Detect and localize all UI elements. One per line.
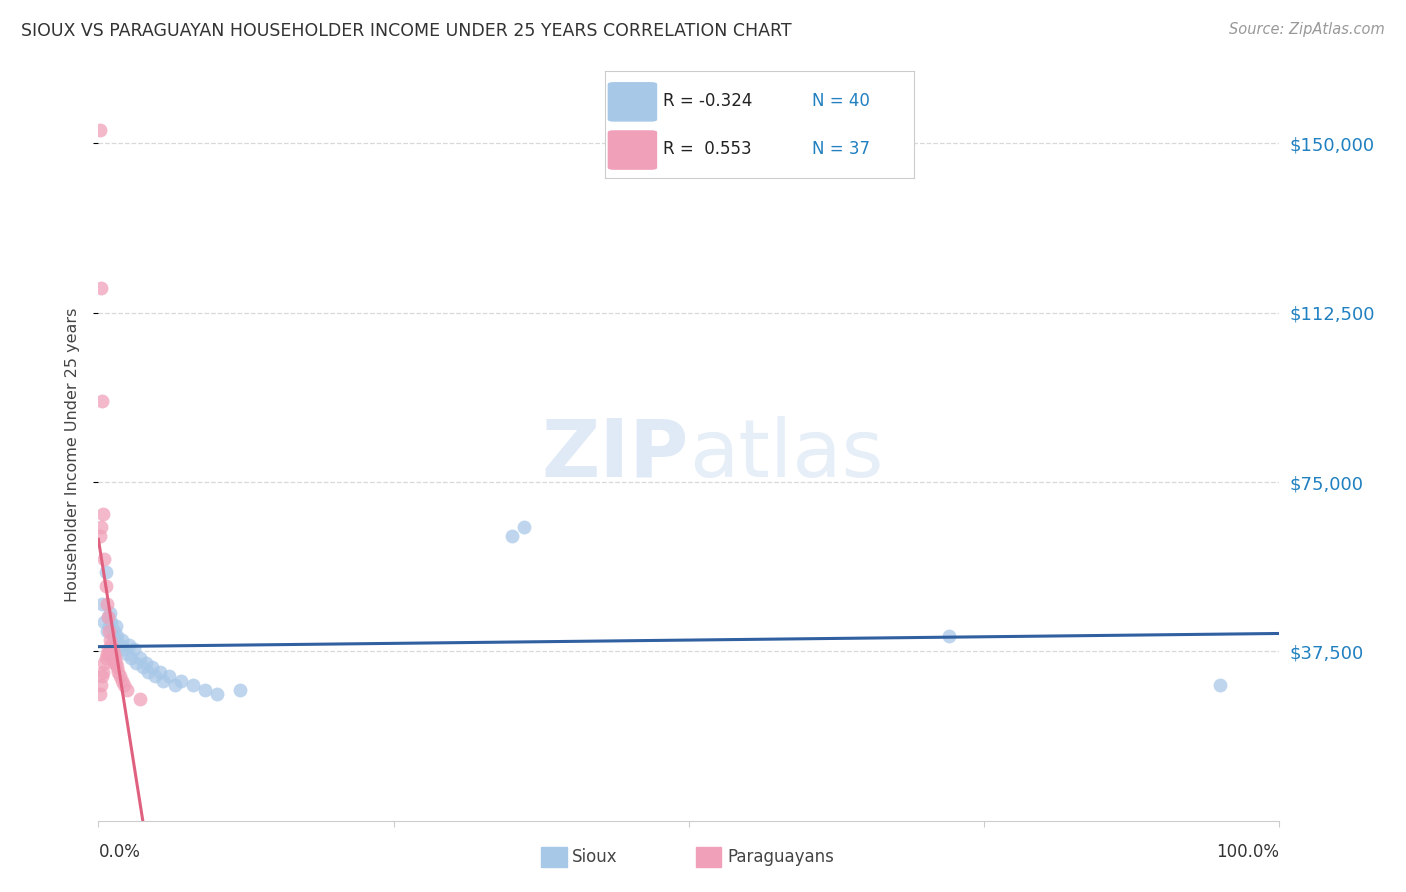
Point bbox=[98, 624, 121, 638]
Point bbox=[90, 281, 112, 295]
Point bbox=[97, 610, 120, 624]
Point bbox=[98, 633, 121, 648]
Text: Paraguayans: Paraguayans bbox=[727, 848, 834, 866]
Point bbox=[108, 638, 131, 652]
Point bbox=[104, 633, 127, 648]
Point bbox=[165, 678, 187, 692]
Text: Source: ZipAtlas.com: Source: ZipAtlas.com bbox=[1229, 22, 1385, 37]
Point bbox=[103, 624, 125, 638]
Text: 100.0%: 100.0% bbox=[1216, 843, 1279, 861]
Point bbox=[103, 656, 125, 670]
Point bbox=[91, 665, 114, 679]
Point bbox=[141, 660, 163, 674]
Point bbox=[98, 619, 121, 633]
Point bbox=[93, 615, 115, 629]
Point bbox=[1209, 678, 1232, 692]
Point bbox=[97, 642, 120, 657]
Point bbox=[170, 673, 193, 688]
Point bbox=[125, 656, 148, 670]
Point bbox=[107, 665, 129, 679]
Point bbox=[118, 638, 141, 652]
Point bbox=[121, 651, 143, 665]
Point bbox=[93, 551, 115, 566]
Point bbox=[100, 615, 122, 629]
Point bbox=[149, 665, 172, 679]
Point bbox=[205, 687, 228, 701]
Point bbox=[112, 642, 135, 657]
Point bbox=[98, 647, 121, 661]
Text: N = 37: N = 37 bbox=[811, 141, 870, 159]
Point bbox=[111, 673, 134, 688]
Point bbox=[90, 520, 112, 534]
FancyBboxPatch shape bbox=[607, 130, 657, 169]
Point bbox=[91, 393, 114, 408]
Text: R =  0.553: R = 0.553 bbox=[664, 141, 752, 159]
Point bbox=[135, 656, 157, 670]
Point bbox=[181, 678, 204, 692]
Point bbox=[105, 628, 128, 642]
Point bbox=[229, 682, 252, 697]
Point bbox=[122, 642, 145, 657]
Point bbox=[101, 628, 124, 642]
Point bbox=[105, 660, 128, 674]
Point bbox=[157, 669, 180, 683]
Y-axis label: Householder Income Under 25 years: Householder Income Under 25 years bbox=[65, 308, 80, 602]
Point bbox=[128, 651, 150, 665]
Point bbox=[115, 647, 138, 661]
Point bbox=[94, 651, 117, 665]
Point bbox=[101, 642, 124, 657]
Point bbox=[98, 606, 121, 620]
Text: N = 40: N = 40 bbox=[811, 93, 870, 111]
Point bbox=[91, 507, 114, 521]
Point bbox=[93, 656, 115, 670]
Point bbox=[98, 642, 121, 657]
Point bbox=[89, 529, 111, 543]
Text: ZIP: ZIP bbox=[541, 416, 689, 494]
Point bbox=[104, 651, 127, 665]
Point bbox=[128, 691, 150, 706]
Point bbox=[96, 647, 118, 661]
Point bbox=[94, 566, 117, 580]
Point bbox=[101, 651, 124, 665]
Point bbox=[100, 638, 122, 652]
FancyBboxPatch shape bbox=[607, 82, 657, 121]
Point bbox=[111, 633, 134, 648]
Text: R = -0.324: R = -0.324 bbox=[664, 93, 752, 111]
Point bbox=[100, 647, 122, 661]
Text: 0.0%: 0.0% bbox=[98, 843, 141, 861]
Point bbox=[89, 123, 111, 137]
Point bbox=[105, 619, 128, 633]
Point bbox=[115, 682, 138, 697]
Point bbox=[501, 529, 523, 543]
Text: atlas: atlas bbox=[689, 416, 883, 494]
Point bbox=[94, 579, 117, 593]
Point bbox=[143, 669, 166, 683]
Point bbox=[91, 597, 114, 611]
Point bbox=[108, 669, 131, 683]
Point bbox=[194, 682, 217, 697]
Text: SIOUX VS PARAGUAYAN HOUSEHOLDER INCOME UNDER 25 YEARS CORRELATION CHART: SIOUX VS PARAGUAYAN HOUSEHOLDER INCOME U… bbox=[21, 22, 792, 40]
Point bbox=[938, 628, 960, 642]
Point bbox=[96, 597, 118, 611]
Point bbox=[91, 669, 114, 683]
Point bbox=[89, 687, 111, 701]
Text: Sioux: Sioux bbox=[572, 848, 617, 866]
Point bbox=[105, 656, 128, 670]
Point bbox=[512, 520, 534, 534]
Point bbox=[96, 624, 118, 638]
Point bbox=[136, 665, 159, 679]
Point bbox=[97, 610, 120, 624]
Point bbox=[132, 660, 155, 674]
Point bbox=[112, 678, 135, 692]
Point bbox=[90, 678, 112, 692]
Point bbox=[152, 673, 174, 688]
Point bbox=[103, 647, 125, 661]
